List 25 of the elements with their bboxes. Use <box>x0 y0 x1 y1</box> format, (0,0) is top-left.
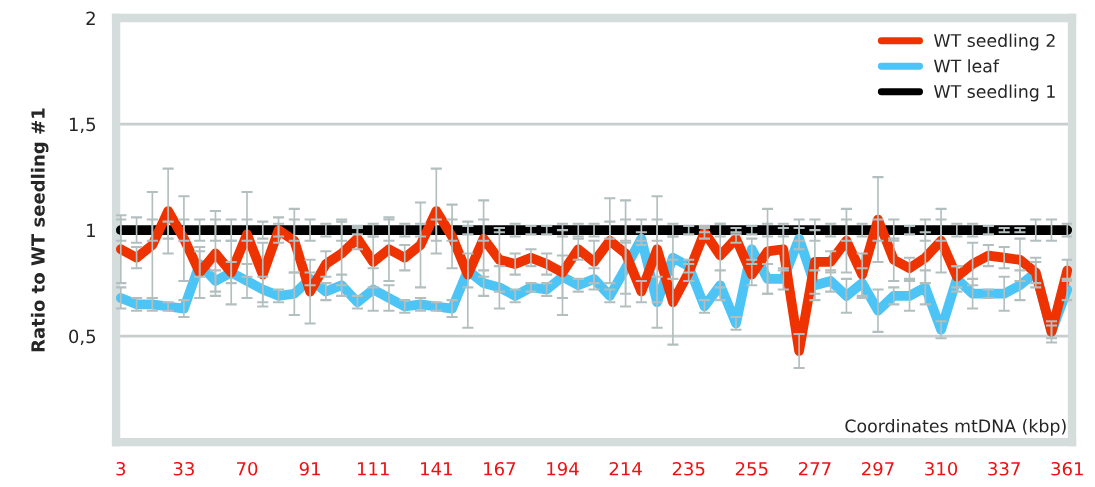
x-axis-title: Coordinates mtDNA (kbp) <box>845 419 1066 436</box>
x-tick-label: 214 <box>609 461 642 476</box>
x-tick-label: 361 <box>1051 461 1083 476</box>
legend-label: WT seedling 1 <box>934 84 1055 102</box>
y-tick-label: 1,5 <box>69 117 96 134</box>
x-tick-label: 310 <box>925 461 958 476</box>
legend-label: WT seedling 2 <box>934 33 1055 51</box>
x-tick-label: 33 <box>173 461 194 476</box>
x-tick-label: 255 <box>735 461 768 476</box>
x-tick-label: 277 <box>798 461 831 476</box>
y-tick-label: 1 <box>87 223 95 237</box>
x-tick-label: 235 <box>672 461 705 476</box>
x-tick-label: 141 <box>421 462 452 476</box>
x-tick-label: 337 <box>988 461 1020 476</box>
x-tick-label: 91 <box>299 461 320 476</box>
x-tick-label: 111 <box>357 462 389 476</box>
y-axis-title: Ratio to WT seedling #1 <box>30 108 49 352</box>
y-tick-label: 2 <box>86 11 95 25</box>
y-tick-label: 0,5 <box>69 329 96 346</box>
x-tick-label: 194 <box>547 461 579 476</box>
x-tick-label: 297 <box>862 461 894 476</box>
legend-label: WT leaf <box>934 59 1000 73</box>
x-tick-label: 70 <box>236 461 258 476</box>
x-tick-label: 167 <box>484 461 516 476</box>
x-tick-label: 3 <box>116 461 126 476</box>
